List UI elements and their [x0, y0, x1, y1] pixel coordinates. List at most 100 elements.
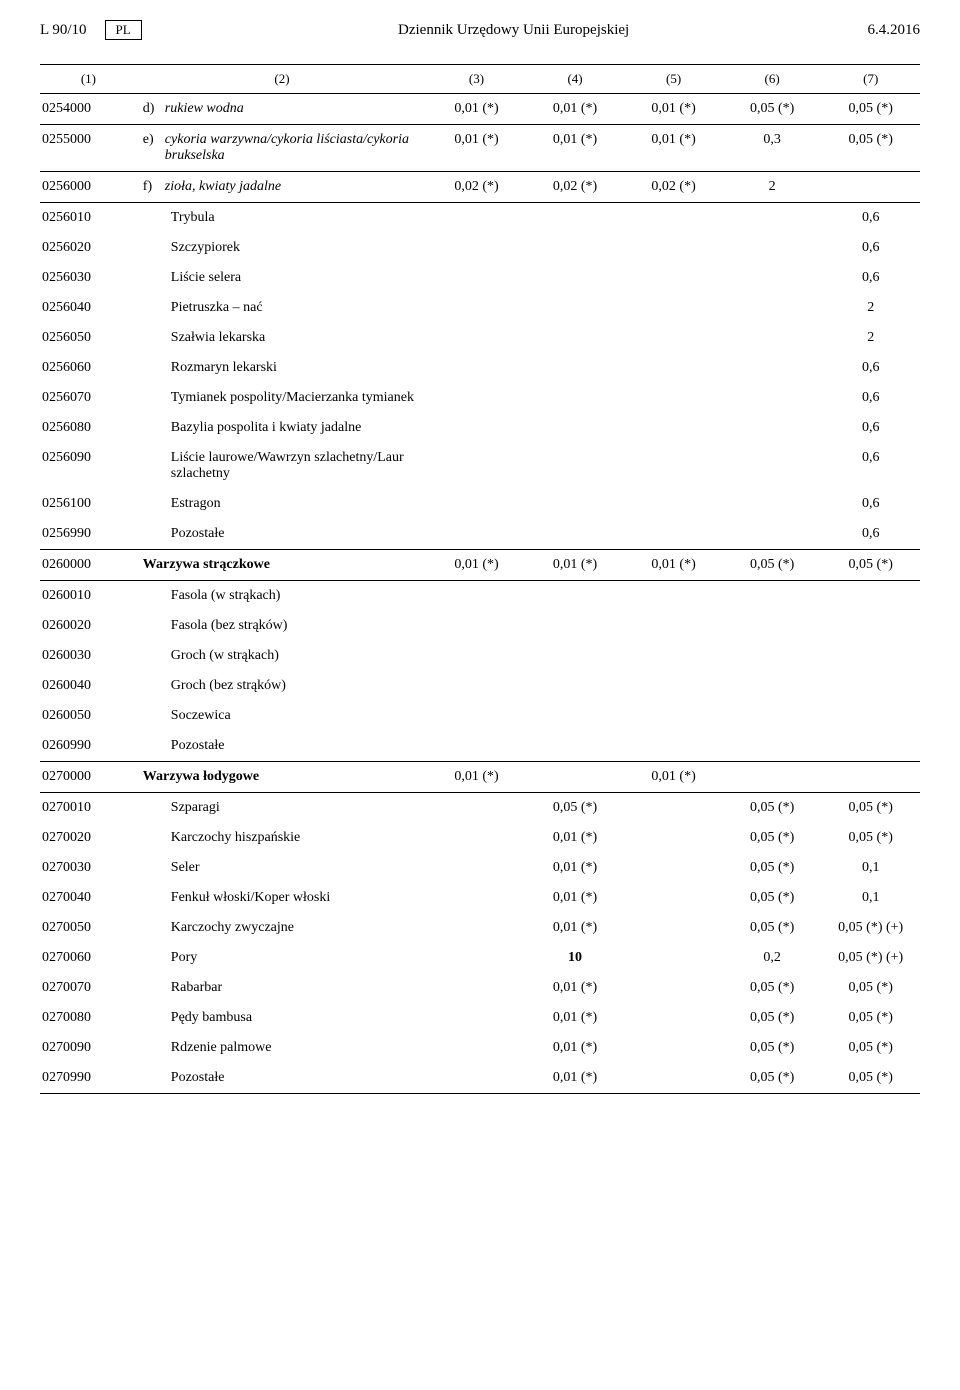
header-lang-box: PL	[105, 20, 142, 40]
cell-code: 0256070	[40, 383, 137, 413]
cell-code: 0256060	[40, 353, 137, 383]
cell-v4: 0,01 (*)	[526, 883, 625, 913]
table-row: 0256020 Szczypiorek 0,6	[40, 233, 920, 263]
cell-v7: 0,05 (*)	[821, 793, 920, 824]
table-row: 0256100 Estragon 0,6	[40, 489, 920, 519]
cell-v7: 0,1	[821, 853, 920, 883]
cell-text: Rabarbar	[143, 980, 421, 996]
cell-text: Szałwia lekarska	[143, 330, 421, 346]
cell-text: zioła, kwiaty jadalne	[165, 179, 421, 195]
cell-code: 0256990	[40, 519, 137, 550]
table-row: 0270040 Fenkuł włoski/Koper włoski 0,01 …	[40, 883, 920, 913]
cell-v6: 0,05 (*)	[723, 883, 822, 913]
header-title: Dziennik Urzędowy Unii Europejskiej	[160, 22, 868, 39]
cell-v7: 0,6	[821, 519, 920, 550]
cell-desc: Pozostałe	[137, 731, 427, 762]
cell-text: Fenkuł włoski/Koper włoski	[143, 890, 421, 906]
header-left: L 90/10	[40, 22, 87, 39]
cell-v7	[821, 762, 920, 793]
col-1-header: (1)	[40, 65, 137, 94]
cell-desc: Bazylia pospolita i kwiaty jadalne	[137, 413, 427, 443]
cell-v4: 0,02 (*)	[526, 172, 625, 203]
cell-desc: Rozmaryn lekarski	[137, 353, 427, 383]
table-row: 0270030 Seler 0,01 (*) 0,05 (*) 0,1	[40, 853, 920, 883]
cell-desc: Seler	[137, 853, 427, 883]
cell-text: Estragon	[143, 496, 421, 512]
cell-v3: 0,02 (*)	[427, 172, 526, 203]
col-7-header: (7)	[821, 65, 920, 94]
table-row: 0270010 Szparagi 0,05 (*) 0,05 (*) 0,05 …	[40, 793, 920, 824]
cell-v4: 0,01 (*)	[526, 823, 625, 853]
cell-v4: 0,01 (*)	[526, 913, 625, 943]
table-row: 0256050 Szałwia lekarska 2	[40, 323, 920, 353]
table-row: 0260030 Groch (w strąkach)	[40, 641, 920, 671]
cell-code: 0256030	[40, 263, 137, 293]
cell-desc: d) rukiew wodna	[137, 94, 427, 125]
cell-v7: 0,6	[821, 413, 920, 443]
cell-code: 0270060	[40, 943, 137, 973]
cell-v6: 2	[723, 172, 822, 203]
table-row: 0256040 Pietruszka – nać 2	[40, 293, 920, 323]
cell-v4: 10	[526, 943, 625, 973]
cell-desc: Szczypiorek	[137, 233, 427, 263]
cell-v7: 0,6	[821, 443, 920, 489]
cell-desc: Karczochy hiszpańskie	[137, 823, 427, 853]
table-row: 0270060 Pory 10 0,2 0,05 (*) (+)	[40, 943, 920, 973]
cell-v5: 0,01 (*)	[624, 94, 723, 125]
cell-text: Fasola (bez strąków)	[143, 618, 421, 634]
cell-code: 0270990	[40, 1063, 137, 1094]
cell-desc: Karczochy zwyczajne	[137, 913, 427, 943]
cell-text: Szczypiorek	[143, 240, 421, 256]
cell-code: 0256100	[40, 489, 137, 519]
cell-v7	[821, 172, 920, 203]
cell-v7: 0,6	[821, 353, 920, 383]
cell-text: Pędy bambusa	[143, 1010, 421, 1026]
table-row: 0255000 e) cykoria warzywna/cykoria liśc…	[40, 125, 920, 172]
cell-desc: Szparagi	[137, 793, 427, 824]
cell-code: 0260990	[40, 731, 137, 762]
cell-v5: 0,02 (*)	[624, 172, 723, 203]
cell-v7: 0,6	[821, 489, 920, 519]
col-2-header: (2)	[137, 65, 427, 94]
cell-v4: 0,01 (*)	[526, 550, 625, 581]
cell-desc: Pozostałe	[137, 519, 427, 550]
cell-v6: 0,05 (*)	[723, 1033, 822, 1063]
table-row: 0260010 Fasola (w strąkach)	[40, 581, 920, 612]
table-row: 0256010 Trybula 0,6	[40, 203, 920, 234]
cell-v7: 0,6	[821, 263, 920, 293]
cell-v6	[723, 762, 822, 793]
cell-v6: 0,05 (*)	[723, 1063, 822, 1094]
header-date: 6.4.2016	[868, 22, 921, 39]
cell-text: rukiew wodna	[165, 101, 421, 117]
cell-v3: 0,01 (*)	[427, 550, 526, 581]
cell-text: cykoria warzywna/cykoria liściasta/cykor…	[165, 132, 421, 164]
cell-v6: 0,05 (*)	[723, 823, 822, 853]
cell-v5: 0,01 (*)	[624, 762, 723, 793]
cell-text: Pozostałe	[143, 526, 421, 542]
table-row: 0256000 f) zioła, kwiaty jadalne 0,02 (*…	[40, 172, 920, 203]
cell-text: Bazylia pospolita i kwiaty jadalne	[143, 420, 421, 436]
table-row: 0256080 Bazylia pospolita i kwiaty jadal…	[40, 413, 920, 443]
cell-v7: 0,05 (*)	[821, 1033, 920, 1063]
cell-desc: Estragon	[137, 489, 427, 519]
table-row: 0260050 Soczewica	[40, 701, 920, 731]
cell-desc: Trybula	[137, 203, 427, 234]
cell-v5: 0,01 (*)	[624, 125, 723, 172]
cell-code: 0270090	[40, 1033, 137, 1063]
cell-letter: f)	[143, 179, 165, 195]
cell-desc: Pory	[137, 943, 427, 973]
cell-v5: 0,01 (*)	[624, 550, 723, 581]
table-row: 0260000 Warzywa strączkowe 0,01 (*) 0,01…	[40, 550, 920, 581]
cell-text: Soczewica	[143, 708, 421, 724]
cell-code: 0270020	[40, 823, 137, 853]
cell-text: Seler	[143, 860, 421, 876]
cell-code: 0254000	[40, 94, 137, 125]
cell-v4: 0,01 (*)	[526, 1003, 625, 1033]
cell-desc: Warzywa łodygowe	[137, 762, 427, 793]
table-row: 0254000 d) rukiew wodna 0,01 (*) 0,01 (*…	[40, 94, 920, 125]
cell-desc: Fasola (bez strąków)	[137, 611, 427, 641]
cell-v3: 0,01 (*)	[427, 94, 526, 125]
cell-code: 0270040	[40, 883, 137, 913]
cell-v7: 0,05 (*)	[821, 1063, 920, 1094]
cell-v3: 0,01 (*)	[427, 762, 526, 793]
